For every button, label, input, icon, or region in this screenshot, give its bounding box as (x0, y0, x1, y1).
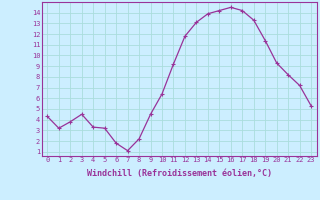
X-axis label: Windchill (Refroidissement éolien,°C): Windchill (Refroidissement éolien,°C) (87, 169, 272, 178)
